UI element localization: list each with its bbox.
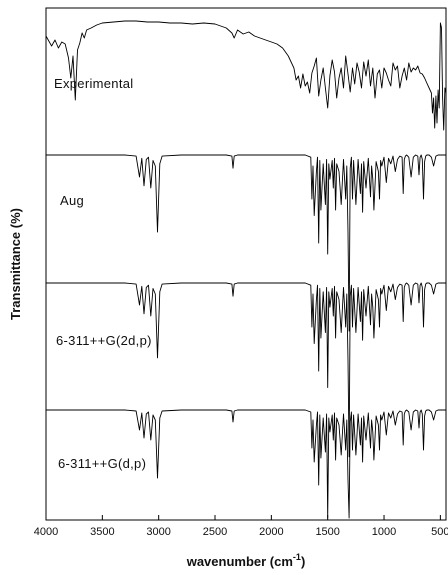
series-label-4: 6-311++G(d,p) <box>58 456 146 471</box>
x-tick-label: 500 <box>431 526 448 538</box>
series-trace-4 <box>46 409 446 519</box>
series-label-2: Aug <box>60 193 84 208</box>
x-tick-label: 3500 <box>90 526 114 538</box>
x-tick-label: 2000 <box>259 526 283 538</box>
x-axis-tick-labels: 4000 3500 3000 2500 2000 1500 1000 500 <box>34 526 448 538</box>
series-trace-3 <box>46 282 446 458</box>
series-label-1: Experimental <box>54 76 133 91</box>
series-trace-2 <box>46 154 446 332</box>
x-axis-title: wavenumber (cm-1) <box>186 552 306 569</box>
spectra-traces <box>45 20 447 519</box>
y-axis-title: Transmittance (%) <box>8 208 23 320</box>
x-tick-label: 3000 <box>146 526 170 538</box>
x-axis-ticks <box>45 515 441 520</box>
x-tick-label: 1000 <box>372 526 396 538</box>
x-tick-label: 4000 <box>34 526 58 538</box>
plot-frame <box>45 7 447 521</box>
x-tick-label: 1500 <box>315 526 339 538</box>
series-labels: Experimental Aug 6-311++G(2d,p) 6-311++G(d,… <box>54 76 152 471</box>
x-tick-label: 2500 <box>203 526 227 538</box>
series-label-3: 6-311++G(2d,p) <box>56 333 152 348</box>
series-trace-1 <box>45 20 447 131</box>
